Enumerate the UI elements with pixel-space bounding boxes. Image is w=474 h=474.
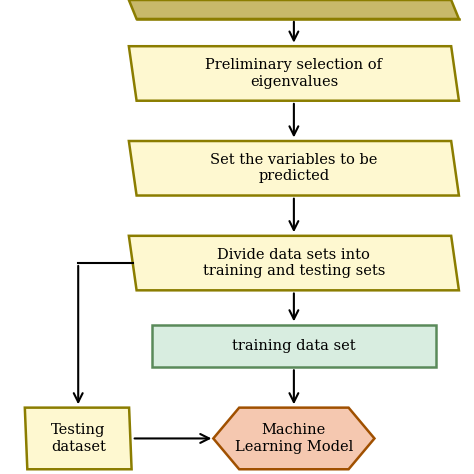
Text: Preliminary selection of
eigenvalues: Preliminary selection of eigenvalues xyxy=(205,58,383,89)
Text: Machine
Learning Model: Machine Learning Model xyxy=(235,423,353,454)
Text: Testing
dataset: Testing dataset xyxy=(51,423,106,454)
Text: Set the variables to be
predicted: Set the variables to be predicted xyxy=(210,153,378,183)
Polygon shape xyxy=(129,0,459,19)
Bar xyxy=(152,325,436,367)
Text: training data set: training data set xyxy=(232,339,356,353)
Text: Divide data sets into
training and testing sets: Divide data sets into training and testi… xyxy=(203,248,385,278)
Polygon shape xyxy=(129,236,459,290)
Polygon shape xyxy=(129,46,459,101)
Polygon shape xyxy=(129,141,459,195)
Polygon shape xyxy=(25,408,132,469)
Polygon shape xyxy=(213,408,374,469)
